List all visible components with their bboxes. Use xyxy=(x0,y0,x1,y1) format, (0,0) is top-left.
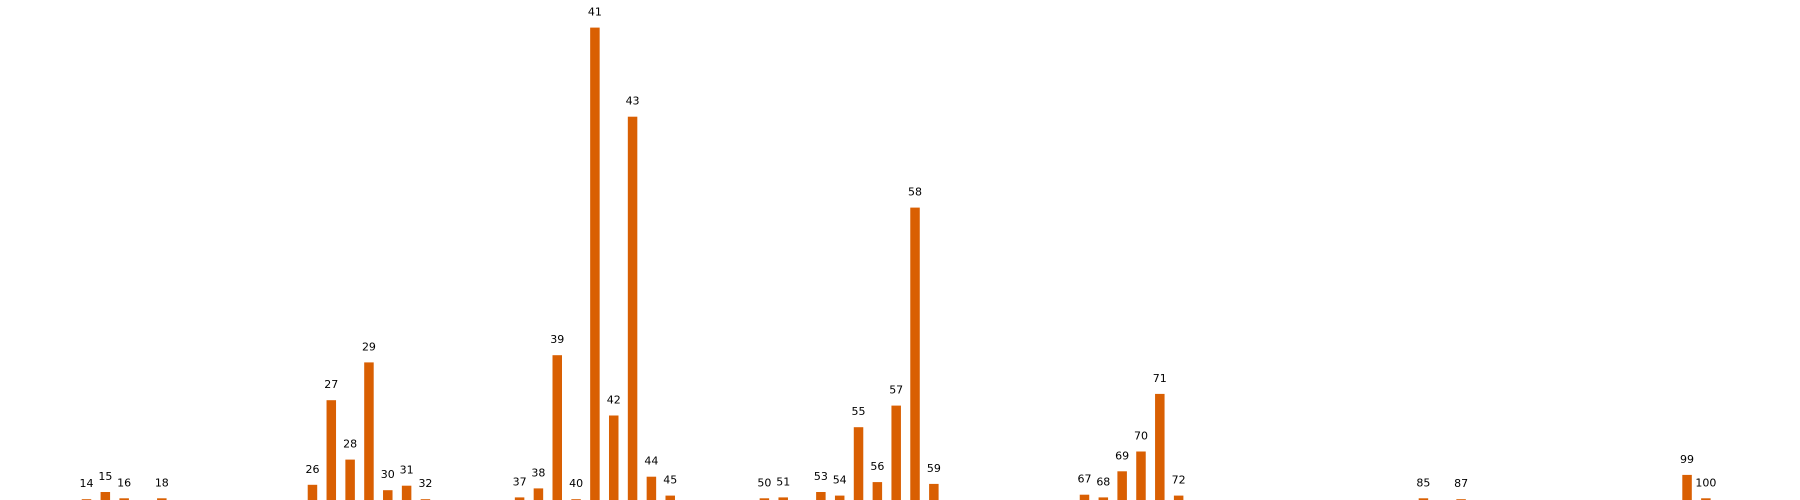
bar-71 xyxy=(1155,393,1165,500)
bar-label-26: 26 xyxy=(305,463,319,476)
bar-53 xyxy=(816,492,826,500)
bar-label-68: 68 xyxy=(1096,475,1110,488)
bar-69 xyxy=(1117,471,1127,500)
bar-label-58: 58 xyxy=(908,186,922,199)
bars-group xyxy=(81,27,1711,500)
bar-55 xyxy=(853,427,864,500)
bar-54 xyxy=(834,495,845,500)
bar-28 xyxy=(345,459,355,500)
bar-label-44: 44 xyxy=(644,455,658,468)
bar-26 xyxy=(307,484,318,500)
bar-27 xyxy=(326,400,337,500)
bar-label-37: 37 xyxy=(513,475,527,488)
bar-39 xyxy=(552,355,562,500)
bar-43 xyxy=(627,116,638,500)
bar-72 xyxy=(1173,495,1184,500)
bar-label-39: 39 xyxy=(550,333,564,346)
bar-38 xyxy=(533,488,544,500)
bar-label-51: 51 xyxy=(776,475,790,488)
bar-37 xyxy=(514,497,525,500)
bar-label-100: 100 xyxy=(1695,476,1716,489)
bar-label-27: 27 xyxy=(324,378,338,391)
bar-99 xyxy=(1682,474,1692,500)
bar-label-45: 45 xyxy=(663,474,677,487)
bar-30 xyxy=(383,490,393,500)
bar-label-41: 41 xyxy=(588,6,602,19)
bar-label-32: 32 xyxy=(418,477,432,490)
bar-56 xyxy=(872,482,883,500)
bar-label-42: 42 xyxy=(607,394,621,407)
bar-label-30: 30 xyxy=(381,468,395,481)
bar-15 xyxy=(100,492,111,500)
bar-label-55: 55 xyxy=(852,405,866,418)
bar-label-67: 67 xyxy=(1077,473,1091,486)
bar-label-69: 69 xyxy=(1115,449,1129,462)
bar-16 xyxy=(119,498,129,500)
bar-label-38: 38 xyxy=(531,466,545,479)
bar-29 xyxy=(364,362,374,500)
bar-41 xyxy=(590,27,600,500)
bar-31 xyxy=(401,485,412,500)
bar-68 xyxy=(1098,497,1109,500)
bar-label-14: 14 xyxy=(80,477,94,490)
bar-label-57: 57 xyxy=(889,384,903,397)
bar-label-43: 43 xyxy=(626,95,640,108)
bar-label-71: 71 xyxy=(1153,372,1167,385)
bar-label-29: 29 xyxy=(362,340,376,353)
bar-100 xyxy=(1701,498,1711,500)
bar-label-72: 72 xyxy=(1172,474,1186,487)
bar-85 xyxy=(1418,498,1429,500)
bar-label-53: 53 xyxy=(814,470,828,483)
bar-57 xyxy=(891,405,901,500)
bar-label-59: 59 xyxy=(927,462,941,475)
bar-label-87: 87 xyxy=(1454,477,1468,490)
bar-label-28: 28 xyxy=(343,438,357,451)
bar-label-99: 99 xyxy=(1680,453,1694,466)
bar-42 xyxy=(608,415,619,500)
bar-label-40: 40 xyxy=(569,477,583,490)
bar-label-18: 18 xyxy=(155,476,169,489)
bar-label-56: 56 xyxy=(870,460,884,473)
bar-18 xyxy=(157,498,167,500)
bar-label-31: 31 xyxy=(400,464,414,477)
bar-45 xyxy=(665,495,675,500)
bar-label-15: 15 xyxy=(98,470,112,483)
bar-70 xyxy=(1136,451,1146,500)
bar-label-70: 70 xyxy=(1134,430,1148,443)
bar-labels-group: 14 15 16 18 26 27 28 29 30 31 32 37 38 39 40 41 42 43 44 45… xyxy=(80,6,1717,491)
bar-67 xyxy=(1079,494,1090,500)
bar-59 xyxy=(929,483,939,500)
bar-label-54: 54 xyxy=(833,474,847,487)
bar-58 xyxy=(910,207,920,500)
bar-50 xyxy=(759,498,770,500)
bar-label-85: 85 xyxy=(1416,476,1430,489)
bar-label-50: 50 xyxy=(757,476,771,489)
bar-51 xyxy=(778,497,788,500)
bar-label-16: 16 xyxy=(117,476,131,489)
bar-44 xyxy=(646,476,657,500)
